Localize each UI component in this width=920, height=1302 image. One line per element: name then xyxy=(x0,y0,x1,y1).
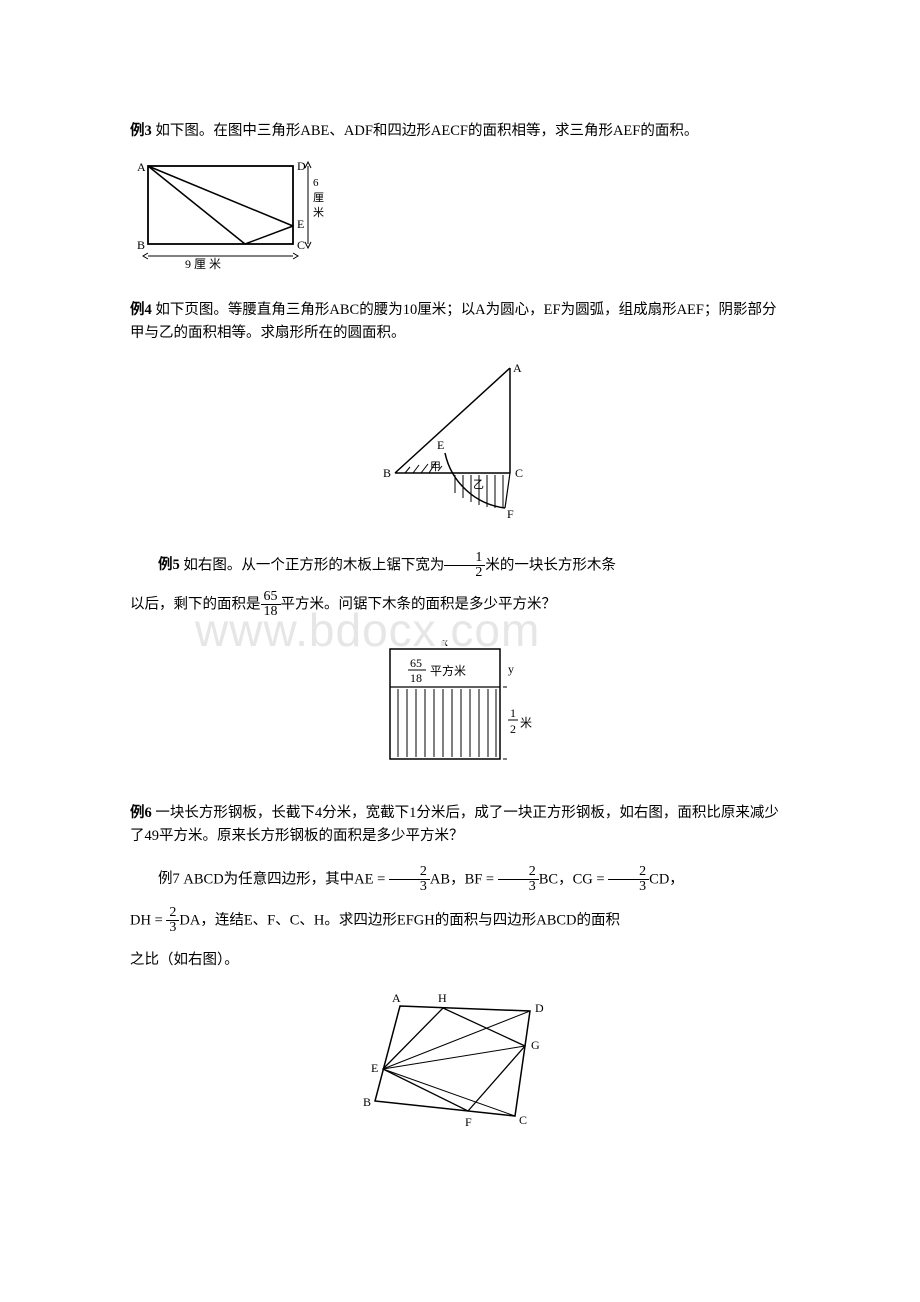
svg-text:1: 1 xyxy=(510,706,516,720)
svg-text:B: B xyxy=(363,1095,371,1109)
frac-2-3-d: 23 xyxy=(166,906,179,935)
svg-text:D: D xyxy=(297,159,306,173)
svg-text:C: C xyxy=(297,238,305,252)
problem-3-body: 如下图。在图中三角形ABE、ADF和四边形AECF的面积相等，求三角形AEF的面… xyxy=(152,123,699,139)
problem-5-t3: 以后，剩下的面积是 xyxy=(130,597,261,613)
svg-text:D: D xyxy=(535,1001,544,1015)
svg-text:F: F xyxy=(465,1115,472,1129)
problem-5-t2: 米的一块长方形木条 xyxy=(485,558,616,574)
problem-7-line1: 例7 ABCD为任意四边形，其中AE = 23AB，BF = 23BC，CG =… xyxy=(130,865,790,894)
svg-text:G: G xyxy=(531,1038,540,1052)
svg-text:2: 2 xyxy=(510,722,516,736)
frac-65-18: 6518 xyxy=(261,590,281,619)
problem-3-text: 例3 如下图。在图中三角形ABE、ADF和四边形AECF的面积相等，求三角形AE… xyxy=(130,120,790,142)
svg-text:C: C xyxy=(515,466,523,480)
problem-5-figure: 65 18 平方米 x y 1 2 米 xyxy=(130,639,790,784)
problem-5-t4: 平方米。问锯下木条的面积是多少平方米？ xyxy=(281,597,557,613)
frac-1-2: 12 xyxy=(444,551,485,580)
problem-3-figure: A B C D E 9 厘 米 6 厘 米 xyxy=(130,156,790,281)
p7-tb: AB，BF = xyxy=(430,872,498,888)
svg-text:厘: 厘 xyxy=(313,192,324,204)
problem-7-line3: 之比（如右图）。 xyxy=(130,949,790,971)
svg-text:y: y xyxy=(508,662,514,676)
svg-text:乙: 乙 xyxy=(473,478,484,491)
problem-4-figure: A B C E F 甲 乙 xyxy=(130,358,790,533)
svg-text:A: A xyxy=(137,160,146,174)
problem-6-body: 一块长方形钢板，长截下4分米，宽截下1分米后，成了一块正方形钢板，如右图，面积比… xyxy=(130,805,779,843)
svg-text:B: B xyxy=(383,466,391,480)
svg-text:F: F xyxy=(507,507,514,521)
svg-text:A: A xyxy=(513,361,522,375)
frac-2-3-b: 23 xyxy=(498,865,539,894)
p7-td: CD， xyxy=(649,872,684,888)
svg-text:E: E xyxy=(371,1061,378,1075)
p7-tc: BC，CG = xyxy=(539,872,608,888)
frac-2-3-a: 23 xyxy=(389,865,430,894)
problem-7-figure: A B C D E F G H xyxy=(130,986,790,1141)
problem-6: 例6 一块长方形钢板，长截下4分米，宽截下1分米后，成了一块正方形钢板，如右图，… xyxy=(130,802,790,847)
problem-5-t1: 如右图。从一个正方形的木板上锯下宽为 xyxy=(180,558,445,574)
p7-l2b: DA，连结E、F、C、H。求四边形EFGH的面积与四边形ABCD的面积 xyxy=(179,913,620,929)
svg-text:18: 18 xyxy=(410,671,422,685)
problem-3: 例3 如下图。在图中三角形ABE、ADF和四边形AECF的面积相等，求三角形AE… xyxy=(130,120,790,281)
p7-l2a: DH = xyxy=(130,913,166,929)
problem-5-label: 例5 xyxy=(158,557,180,573)
problem-7-line2: DH = 23DA，连结E、F、C、H。求四边形EFGH的面积与四边形ABCD的… xyxy=(130,906,790,935)
svg-text:9 厘 米: 9 厘 米 xyxy=(185,257,221,271)
problem-6-label: 例6 xyxy=(130,805,152,821)
frac-2-3-c: 23 xyxy=(608,865,649,894)
svg-text:E: E xyxy=(297,217,304,231)
problem-4: 例4 如下页图。等腰直角三角形ABC的腰为10厘米；以A为圆心，EF为圆弧，组成… xyxy=(130,299,790,533)
problem-5: www.bdocx.com 例5 如右图。从一个正方形的木板上锯下宽为12米的一… xyxy=(130,551,790,784)
problem-5-line1: 例5 如右图。从一个正方形的木板上锯下宽为12米的一块长方形木条 xyxy=(130,551,790,580)
problem-5-line2: 以后，剩下的面积是6518平方米。问锯下木条的面积是多少平方米？ xyxy=(130,590,790,619)
problem-7-label: 例7 xyxy=(158,871,180,887)
svg-text:6: 6 xyxy=(313,177,319,189)
svg-text:米: 米 xyxy=(313,206,324,219)
svg-text:A: A xyxy=(392,991,401,1005)
svg-text:C: C xyxy=(519,1113,527,1127)
problem-6-text: 例6 一块长方形钢板，长截下4分米，宽截下1分米后，成了一块正方形钢板，如右图，… xyxy=(130,802,790,847)
svg-text:平方米: 平方米 xyxy=(430,663,466,678)
problem-4-body: 如下页图。等腰直角三角形ABC的腰为10厘米；以A为圆心，EF为圆弧，组成扇形A… xyxy=(130,302,776,340)
svg-text:E: E xyxy=(437,438,444,452)
svg-text:米: 米 xyxy=(520,716,532,730)
svg-text:B: B xyxy=(137,238,145,252)
problem-7: 例7 ABCD为任意四边形，其中AE = 23AB，BF = 23BC，CG =… xyxy=(130,865,790,1140)
problem-4-label: 例4 xyxy=(130,302,152,318)
svg-text:H: H xyxy=(438,991,447,1005)
svg-text:65: 65 xyxy=(410,656,422,670)
problem-3-label: 例3 xyxy=(130,123,152,139)
svg-text:x: x xyxy=(442,639,448,649)
p7-ta: ABCD为任意四边形，其中AE = xyxy=(180,872,389,888)
problem-4-text: 例4 如下页图。等腰直角三角形ABC的腰为10厘米；以A为圆心，EF为圆弧，组成… xyxy=(130,299,790,344)
svg-text:甲: 甲 xyxy=(430,461,441,473)
